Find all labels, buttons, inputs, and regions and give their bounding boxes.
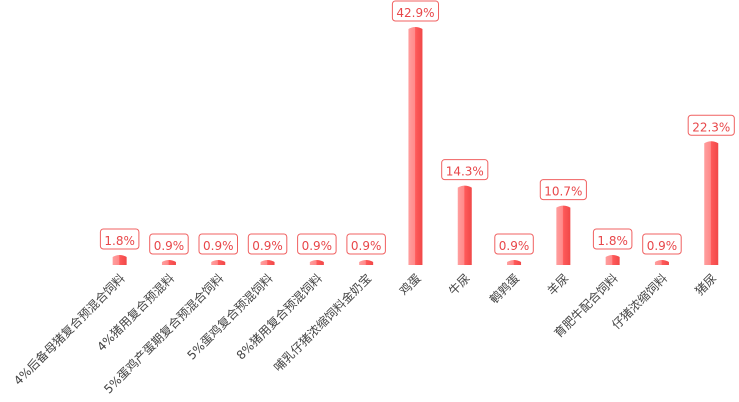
x-tick-label: 鸡蛋: [396, 271, 424, 299]
value-label: 1.8%: [597, 234, 628, 248]
x-tick-label: 哺乳仔猪浓缩饲料金奶宝: [270, 271, 374, 375]
x-tick-label: 8%猪用复合预混饲料: [233, 271, 325, 363]
value-label-box: [99, 228, 140, 250]
value-label-box: [149, 233, 189, 255]
value-label: 0.9%: [302, 239, 333, 253]
bar: [556, 205, 571, 265]
value-label: 1.8%: [104, 234, 135, 248]
bar: [359, 260, 374, 265]
value-label: 0.9%: [252, 239, 283, 253]
value-label-box: [539, 179, 587, 201]
bar: [408, 27, 423, 265]
x-tick-label: 猪尿: [692, 271, 719, 298]
value-label: 10.7%: [544, 185, 582, 199]
value-label-box: [687, 114, 735, 136]
x-tick-label: 5%蛋鸡复合预混饲料: [184, 271, 276, 363]
value-label-box: [642, 233, 682, 255]
value-label: 0.9%: [203, 239, 234, 253]
bar: [704, 141, 719, 265]
value-label-box: [391, 0, 440, 22]
value-label: 0.9%: [499, 239, 530, 253]
value-label-box: [346, 233, 386, 255]
bar: [654, 260, 669, 265]
value-label: 42.9%: [396, 6, 434, 20]
value-label: 22.3%: [692, 120, 730, 134]
value-label-box: [592, 228, 633, 250]
value-label-box: [247, 233, 288, 255]
bar: [309, 260, 324, 265]
bar: [507, 260, 522, 265]
bar: [161, 260, 176, 265]
value-label-box: [441, 159, 489, 181]
bar: [457, 185, 472, 265]
value-label-box: [297, 233, 337, 255]
value-label: 0.9%: [351, 239, 382, 253]
bar: [260, 260, 275, 265]
value-label: 0.9%: [647, 239, 678, 253]
bar: [211, 260, 226, 265]
bar: [605, 255, 620, 265]
value-label: 0.9%: [154, 239, 185, 253]
x-tick-label: 羊尿: [544, 271, 572, 299]
bar: [112, 255, 127, 265]
x-tick-label: 牛尿: [445, 271, 473, 299]
value-label-box: [198, 233, 238, 255]
value-label-box: [494, 233, 534, 255]
value-label: 14.3%: [446, 165, 484, 179]
x-tick-label: 鹌鹑蛋: [486, 271, 522, 307]
